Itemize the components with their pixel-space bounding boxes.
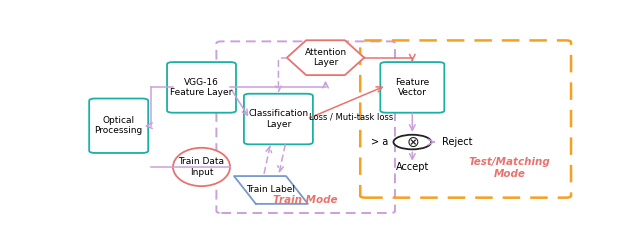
- Text: > a: > a: [371, 137, 388, 147]
- Text: VGG-16
Feature Layer: VGG-16 Feature Layer: [170, 78, 233, 97]
- Text: Train Mode: Train Mode: [273, 195, 338, 205]
- FancyBboxPatch shape: [167, 62, 236, 113]
- Text: Reject: Reject: [442, 137, 472, 147]
- Text: Test/Matching
Mode: Test/Matching Mode: [469, 157, 550, 179]
- FancyBboxPatch shape: [244, 94, 313, 144]
- Ellipse shape: [173, 148, 230, 186]
- Text: Loss / Muti-task loss: Loss / Muti-task loss: [309, 113, 394, 122]
- Text: Feature
Vector: Feature Vector: [395, 78, 429, 97]
- Text: Attention
Layer: Attention Layer: [305, 48, 347, 67]
- Text: Optical
Processing: Optical Processing: [95, 116, 143, 135]
- FancyBboxPatch shape: [380, 62, 444, 113]
- Text: Train Data
Input: Train Data Input: [179, 157, 225, 177]
- Circle shape: [394, 135, 431, 149]
- FancyBboxPatch shape: [89, 99, 148, 153]
- Text: Train Label: Train Label: [246, 186, 296, 194]
- Polygon shape: [234, 176, 308, 204]
- Text: Classification
Layer: Classification Layer: [248, 109, 308, 129]
- Text: Accept: Accept: [396, 162, 429, 172]
- Polygon shape: [287, 40, 364, 75]
- Text: $\otimes$: $\otimes$: [406, 134, 419, 150]
